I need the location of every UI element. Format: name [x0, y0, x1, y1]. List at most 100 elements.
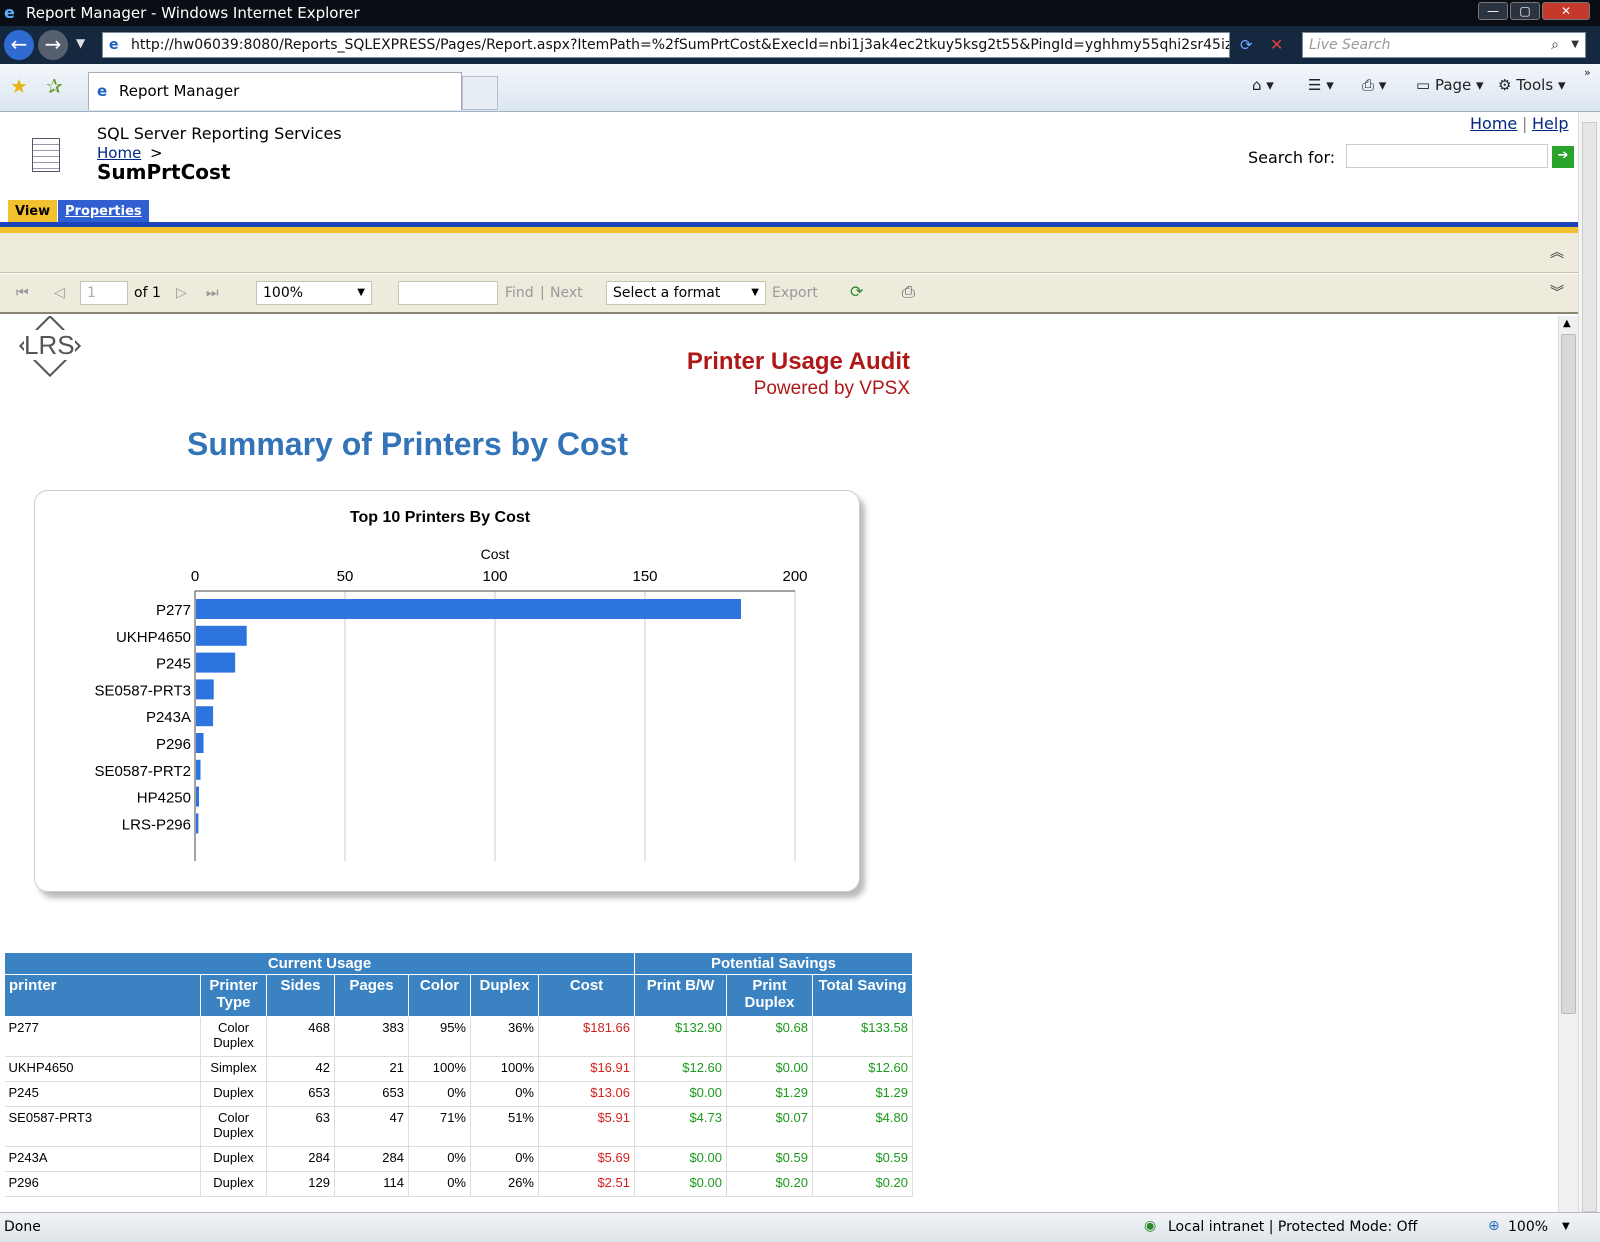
- search-options-icon[interactable]: ▼: [1571, 39, 1579, 50]
- table-row: SE0587-PRT3 Color Duplex 63 47 71% 51% $5.91 $4…: [4, 1106, 913, 1147]
- address-bar-row: ← → ▼ e http://hw06039:8080/Reports_SQLE…: [0, 26, 1600, 64]
- category-label: P296: [156, 736, 191, 753]
- table-cell-sides: 653: [266, 1081, 335, 1107]
- zoom-dropdown-arrow[interactable]: ▼: [1562, 1221, 1570, 1232]
- search-field[interactable]: [1346, 144, 1548, 168]
- category-label: SE0587-PRT3: [95, 682, 191, 699]
- table-cell-total: $133.58: [812, 1016, 913, 1057]
- help-link[interactable]: Help: [1532, 114, 1569, 133]
- chevron-more-icon[interactable]: »: [1584, 66, 1591, 79]
- table-cell-type: Duplex: [200, 1171, 267, 1197]
- column-header: Print B/W: [634, 974, 727, 1017]
- browser-tab[interactable]: e Report Manager: [88, 72, 462, 110]
- column-header: Print Duplex: [726, 974, 813, 1017]
- lrs-logo-text: LRS: [24, 330, 75, 360]
- maximize-button[interactable]: ▢: [1510, 2, 1540, 20]
- table-cell-type: Simplex: [200, 1056, 267, 1082]
- chart-container: Top 10 Printers By Cost Cost 0 50 100 150 200…: [34, 490, 860, 892]
- feeds-icon[interactable]: ☰ ▾: [1308, 76, 1334, 94]
- table-cell-pdup: $0.59: [726, 1146, 813, 1172]
- bar: [196, 679, 214, 700]
- printer-table: Current Usage Potential Savings printer P…: [4, 952, 913, 1197]
- breadcrumb-home[interactable]: Home: [97, 144, 142, 162]
- search-go-button[interactable]: ➔: [1552, 146, 1574, 168]
- bar: [196, 625, 247, 646]
- table-cell-printer: P296: [4, 1171, 201, 1197]
- table-cell-sides: 129: [266, 1171, 335, 1197]
- refresh-icon[interactable]: ⟳: [1240, 36, 1253, 54]
- table-cell-duplex: 26%: [470, 1171, 539, 1197]
- report-scrollbar[interactable]: ▲: [1558, 316, 1578, 1212]
- new-tab-button[interactable]: [462, 76, 498, 110]
- status-zoom[interactable]: 100%: [1508, 1219, 1549, 1235]
- group-current-usage: Current Usage: [4, 952, 635, 975]
- logo-registered: ®: [82, 316, 91, 318]
- tab-properties[interactable]: Properties: [58, 200, 149, 224]
- page-menu[interactable]: ▭ Page ▾: [1416, 76, 1484, 94]
- page-icon: e: [109, 37, 119, 53]
- table-cell-sides: 284: [266, 1146, 335, 1172]
- table-cell-total: $12.60: [812, 1056, 913, 1082]
- x-axis-label: Cost: [481, 546, 510, 562]
- scroll-up-arrow[interactable]: ▲: [1563, 318, 1571, 329]
- live-search-placeholder: Live Search: [1309, 37, 1391, 53]
- collapse-params-icon[interactable]: ︽: [1550, 245, 1564, 261]
- find-link[interactable]: Find: [505, 285, 534, 301]
- tab-view[interactable]: View: [8, 200, 58, 224]
- table-cell-printer: P243A: [4, 1146, 201, 1172]
- security-zone[interactable]: Local intranet | Protected Mode: Off: [1168, 1219, 1418, 1235]
- table-cell-type: Color Duplex: [200, 1016, 267, 1057]
- table-cell-printer: P277: [4, 1016, 201, 1057]
- next-page-icon[interactable]: ▷: [176, 285, 187, 301]
- stop-icon[interactable]: ✕: [1270, 35, 1284, 54]
- group-potential-savings: Potential Savings: [634, 952, 913, 975]
- minimize-button[interactable]: —: [1478, 2, 1508, 20]
- table-cell-pdup: $0.20: [726, 1171, 813, 1197]
- collapse-toolbar-icon[interactable]: ︾: [1550, 285, 1564, 301]
- table-cell-pages: 284: [334, 1146, 409, 1172]
- live-search-input[interactable]: Live Search ⌕ ▼: [1302, 32, 1586, 58]
- find-input[interactable]: [398, 281, 498, 305]
- refresh-report-icon[interactable]: ⟳: [850, 282, 864, 301]
- status-text: Done: [4, 1219, 41, 1235]
- add-favorite-icon[interactable]: ✰: [46, 74, 63, 98]
- history-dropdown-icon[interactable]: ▼: [76, 36, 86, 50]
- x-tick-label: 100: [482, 568, 507, 585]
- home-link[interactable]: Home: [1470, 114, 1518, 133]
- address-input[interactable]: e http://hw06039:8080/Reports_SQLEXPRESS…: [102, 32, 1230, 58]
- table-cell-color: 0%: [408, 1081, 471, 1107]
- column-header: Pages: [334, 974, 409, 1017]
- search-icon[interactable]: ⌕: [1551, 37, 1559, 53]
- home-icon[interactable]: ⌂ ▾: [1252, 76, 1274, 94]
- export-link[interactable]: Export: [772, 285, 818, 301]
- table-cell-total: $4.80: [812, 1106, 913, 1147]
- previous-page-icon[interactable]: ◁: [54, 285, 65, 301]
- scroll-thumb[interactable]: [1561, 334, 1576, 1014]
- close-button[interactable]: ✕: [1542, 2, 1590, 20]
- report-icon: [32, 138, 60, 172]
- last-page-icon[interactable]: ⏭: [206, 285, 219, 301]
- first-page-icon[interactable]: ⏮: [16, 285, 29, 301]
- table-cell-pages: 383: [334, 1016, 409, 1057]
- table-cell-sides: 468: [266, 1016, 335, 1057]
- category-label: HP4250: [137, 790, 191, 807]
- tools-menu[interactable]: ⚙ Tools ▾: [1498, 76, 1566, 94]
- table-cell-total: $1.29: [812, 1081, 913, 1107]
- table-cell-type: Color Duplex: [200, 1106, 267, 1147]
- back-button[interactable]: ←: [4, 30, 34, 60]
- bar: [196, 786, 199, 807]
- forward-button[interactable]: →: [38, 30, 68, 60]
- print-icon[interactable]: ⎙ ▾: [1362, 76, 1387, 94]
- tab-underline-blue: [0, 222, 1578, 227]
- page-scrollbar[interactable]: [1578, 112, 1600, 1212]
- favorites-star-icon[interactable]: ★: [10, 74, 28, 98]
- header-row: printer Printer Type Sides Pages Color Duplex…: [4, 974, 913, 1017]
- export-format-select[interactable]: Select a format ▼: [606, 281, 766, 305]
- print-report-icon[interactable]: ⎙: [902, 282, 915, 301]
- page-number-input[interactable]: 1: [80, 281, 128, 305]
- table-cell-pdup: $1.29: [726, 1081, 813, 1107]
- page-scroll-thumb[interactable]: [1582, 122, 1597, 1212]
- next-link[interactable]: Next: [550, 285, 583, 301]
- table-cell-duplex: 36%: [470, 1016, 539, 1057]
- zoom-select[interactable]: 100% ▼: [256, 281, 372, 305]
